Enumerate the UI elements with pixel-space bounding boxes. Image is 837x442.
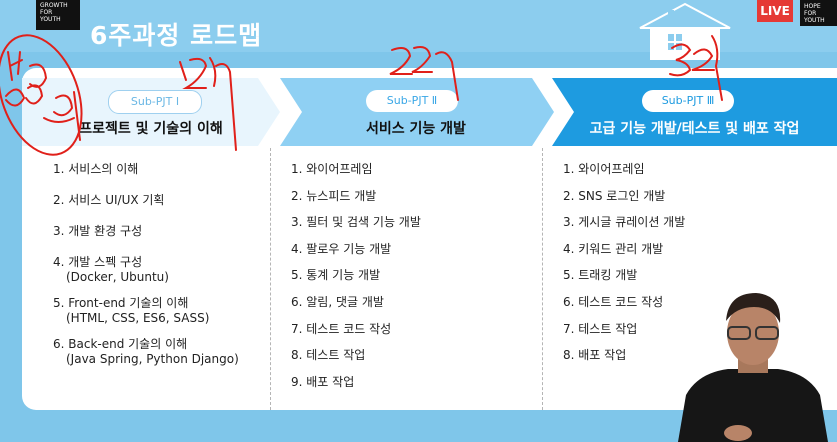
column-divider	[270, 148, 271, 410]
list-item: 2. SNS 로그인 개발	[563, 188, 666, 203]
phase-2-list: 1. 와이어프레임 2. 뉴스피드 개발 3. 필터 및 검색 기능 개발 4.…	[291, 160, 421, 399]
list-item: 3. 필터 및 검색 기능 개발	[291, 215, 421, 230]
phase-1-tag: Sub-PJT Ⅰ	[108, 90, 202, 114]
live-badge: LIVE	[757, 0, 793, 22]
list-item: 3. 개발 환경 구성	[53, 224, 143, 238]
house-icon	[639, 2, 731, 60]
list-item: 7. 테스트 작업	[563, 321, 638, 336]
list-item: 1. 서비스의 이해	[53, 162, 139, 176]
presenter-video	[678, 293, 828, 442]
phase-3-list: 1. 와이어프레임 2. SNS 로그인 개발 3. 게시글 큐레이션 개발 4…	[563, 160, 685, 373]
list-item: 1. 와이어프레임	[291, 162, 373, 176]
list-item: 5. Front-end 기술의 이해 (HTML, CSS, ES6, SASS…	[53, 296, 210, 325]
phase-1-list: 1. 서비스의 이해 2. 서비스 UI/UX 기획 3. 개발 환경 구성 4…	[53, 160, 239, 366]
list-item: 5. 트래킹 개발	[563, 268, 638, 283]
phase-3-tag: Sub-PJT Ⅲ	[642, 90, 734, 112]
partner-logo: HOPE FOR YOUTH	[800, 0, 837, 26]
channel-logo: GROWTH FOR YOUTH	[36, 0, 80, 30]
list-item: 6. 테스트 코드 작성	[563, 294, 664, 309]
list-item: 5. 통계 기능 개발	[291, 268, 381, 283]
phase-1-banner: Sub-PJT Ⅰ 프로젝트 및 기술의 이해	[22, 78, 280, 146]
list-item: 1. 와이어프레임	[563, 162, 645, 176]
column-divider	[542, 148, 543, 410]
list-item: 4. 개발 스펙 구성 (Docker, Ubuntu)	[53, 255, 169, 284]
page-title: 6주과정 로드맵	[90, 21, 263, 50]
list-item: 7. 테스트 코드 작성	[291, 321, 392, 336]
phase-2-heading: 서비스 기능 개발	[366, 121, 466, 137]
list-item: 4. 키워드 관리 개발	[563, 241, 664, 256]
list-item: 3. 게시글 큐레이션 개발	[563, 215, 686, 230]
phase-2-tag: Sub-PJT Ⅱ	[366, 90, 458, 112]
list-item: 9. 배포 작업	[291, 374, 355, 389]
phase-2-banner: Sub-PJT Ⅱ 서비스 기능 개발	[280, 78, 552, 146]
phase-3-heading: 고급 기능 개발/테스트 및 배포 작업	[589, 121, 800, 137]
list-item: 4. 팔로우 기능 개발	[291, 241, 392, 256]
list-item: 2. 뉴스피드 개발	[291, 188, 377, 203]
phase-3-banner: Sub-PJT Ⅲ 고급 기능 개발/테스트 및 배포 작업	[552, 78, 837, 146]
list-item: 8. 배포 작업	[563, 348, 627, 363]
list-item: 8. 테스트 작업	[291, 348, 366, 363]
phase-1-heading: 프로젝트 및 기술의 이해	[79, 121, 223, 137]
list-item: 2. 서비스 UI/UX 기획	[53, 193, 165, 207]
list-item: 6. Back-end 기술의 이해 (Java Spring, Python D…	[53, 337, 239, 366]
list-item: 6. 알림, 댓글 개발	[291, 294, 384, 309]
